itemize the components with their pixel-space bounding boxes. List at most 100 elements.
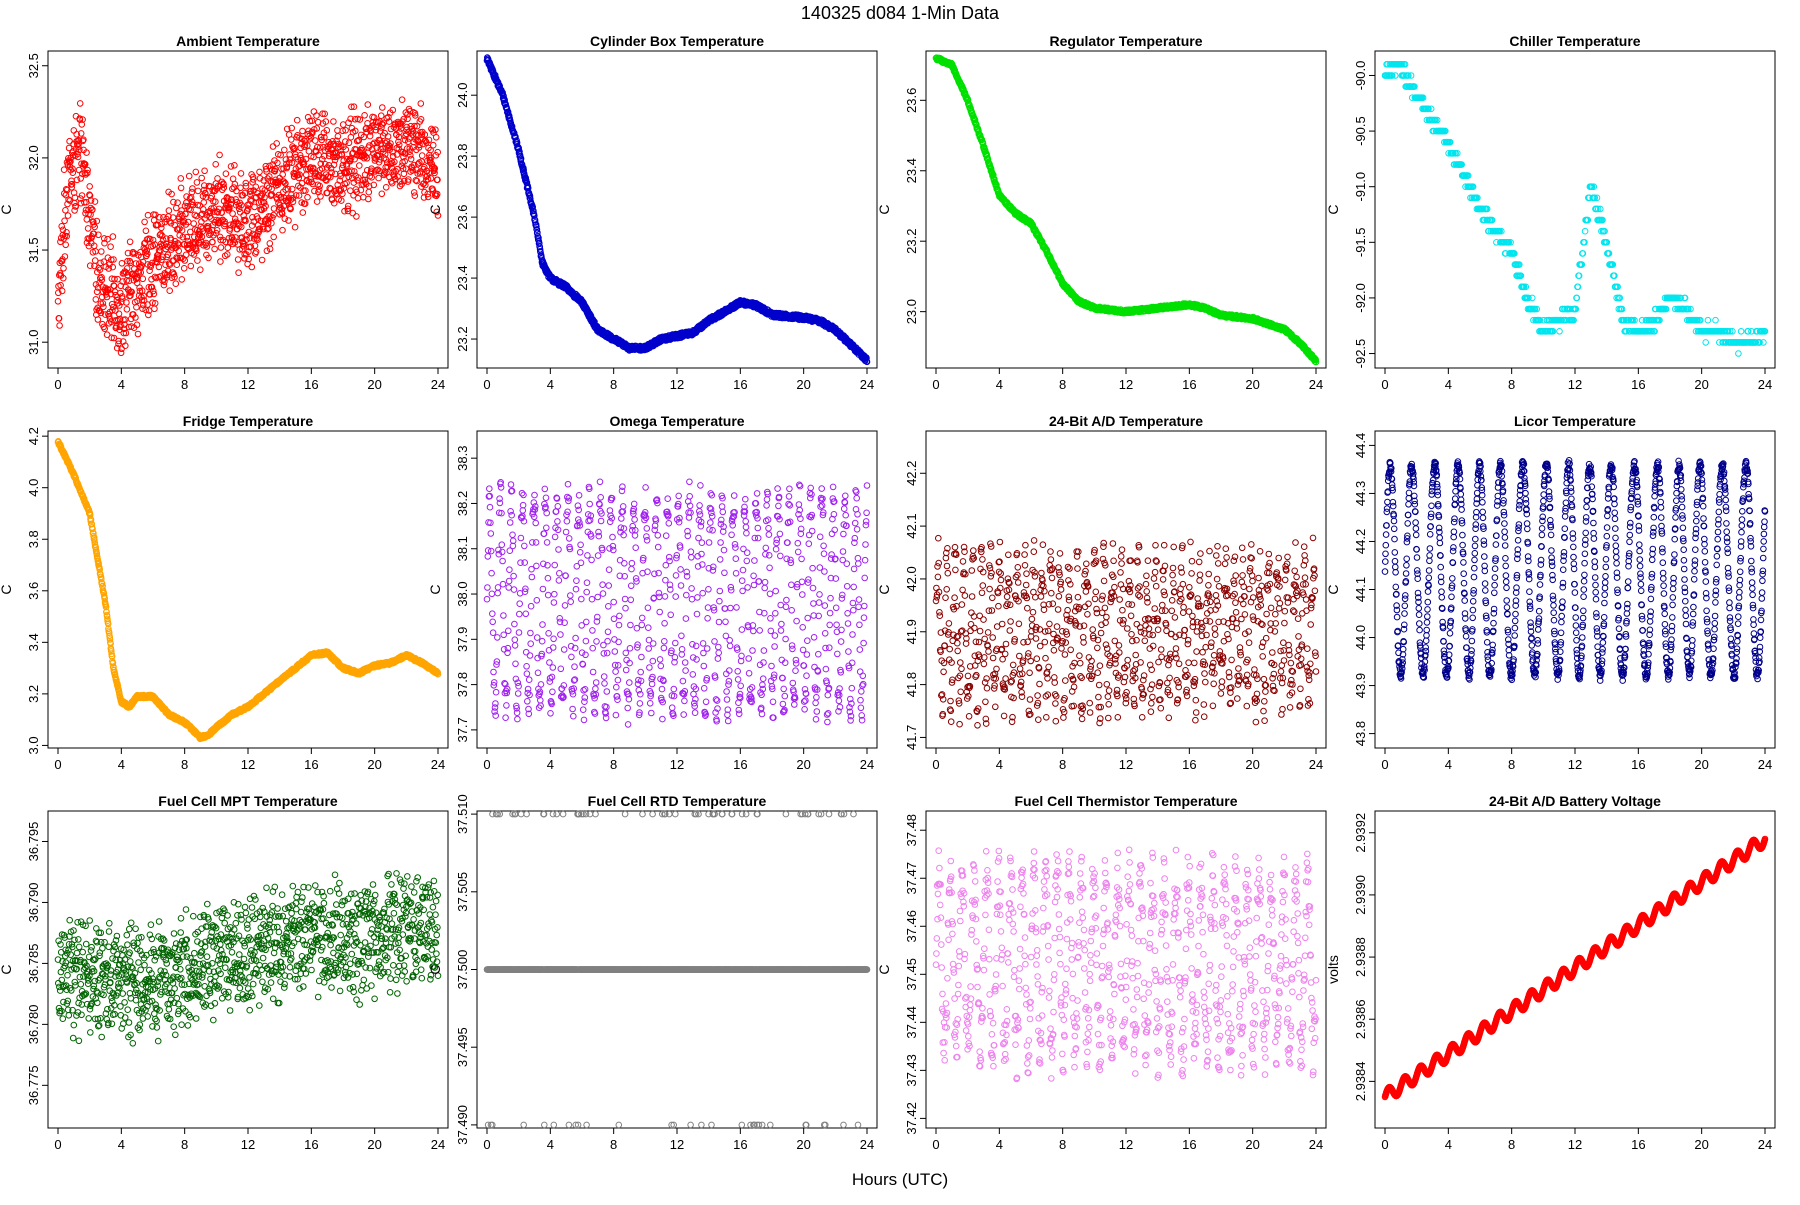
- x-tick-label: 0: [1381, 377, 1388, 392]
- x-tick-label: 4: [547, 377, 554, 392]
- x-tick-label: 8: [1059, 377, 1066, 392]
- data-point: [236, 270, 242, 276]
- x-tick-label: 20: [367, 377, 381, 392]
- data-point: [142, 219, 148, 225]
- data-point: [270, 144, 276, 150]
- data-point: [210, 239, 216, 245]
- data-point: [357, 163, 363, 169]
- x-tick-label: 16: [1182, 377, 1196, 392]
- x-tick-label: 4: [996, 377, 1003, 392]
- data-point: [379, 191, 385, 197]
- data-point: [237, 209, 243, 215]
- data-point: [1582, 228, 1588, 234]
- data-point: [124, 307, 130, 313]
- data-point: [59, 224, 65, 230]
- y-tick-label: 23.0: [904, 299, 919, 324]
- data-point: [143, 228, 149, 234]
- data-point: [73, 204, 79, 210]
- data-point: [62, 218, 68, 224]
- data-point: [408, 153, 414, 159]
- data-point: [218, 259, 224, 265]
- data-series: [933, 55, 1319, 365]
- data-point: [378, 113, 384, 119]
- x-tick-label: 16: [733, 377, 747, 392]
- data-point: [99, 249, 105, 255]
- data-series: [55, 97, 441, 356]
- data-point: [376, 175, 382, 181]
- y-tick-label: 31.0: [26, 330, 41, 355]
- x-tick-label: 4: [1445, 377, 1452, 392]
- y-tick-label: 23.2: [904, 229, 919, 254]
- data-point: [145, 212, 151, 218]
- data-point: [366, 189, 372, 195]
- y-tick-label: 23.8: [455, 144, 470, 169]
- x-tick-label: 8: [181, 377, 188, 392]
- x-axis-label: Hours (UTC): [852, 1170, 948, 1189]
- data-point: [218, 245, 224, 251]
- data-point: [199, 175, 205, 181]
- data-point: [249, 264, 255, 270]
- data-point: [433, 135, 439, 141]
- data-point: [288, 137, 294, 143]
- data-point: [350, 210, 356, 216]
- data-point: [335, 128, 341, 134]
- data-point: [94, 218, 100, 224]
- data-point: [267, 241, 273, 247]
- y-tick-label: 31.5: [26, 237, 41, 262]
- x-tick-label: 20: [796, 377, 810, 392]
- data-point: [181, 266, 187, 272]
- y-tick-label: 23.4: [455, 265, 470, 290]
- data-point: [179, 277, 185, 283]
- y-tick-label: -90.5: [1353, 116, 1368, 146]
- data-point: [355, 195, 361, 201]
- data-point: [292, 224, 298, 230]
- x-tick-label: 0: [932, 377, 939, 392]
- data-point: [93, 297, 99, 303]
- data-point: [204, 244, 210, 250]
- data-point: [312, 138, 318, 144]
- data-point: [232, 163, 238, 169]
- data-point: [167, 288, 173, 294]
- data-point: [223, 171, 229, 177]
- data-point: [271, 234, 277, 240]
- y-tick-label: 23.6: [455, 204, 470, 229]
- data-point: [58, 239, 64, 245]
- data-point: [67, 138, 73, 144]
- data-point: [303, 172, 309, 178]
- data-point: [346, 140, 352, 146]
- data-point: [61, 167, 67, 173]
- y-tick-label: -92.0: [1353, 283, 1368, 313]
- data-point: [119, 261, 125, 267]
- y-axis-label: C: [427, 204, 443, 214]
- x-tick-label: 20: [1694, 377, 1708, 392]
- data-point: [134, 304, 140, 310]
- x-tick-label: 8: [1508, 377, 1515, 392]
- data-point: [274, 141, 280, 147]
- x-tick-label: 16: [304, 377, 318, 392]
- data-point: [174, 205, 180, 211]
- data-point: [212, 246, 218, 252]
- x-tick-label: 0: [54, 377, 61, 392]
- data-point: [280, 172, 286, 178]
- data-point: [366, 196, 372, 202]
- x-tick-label: 4: [118, 377, 125, 392]
- data-point: [380, 105, 386, 111]
- y-axis-label: C: [876, 204, 892, 214]
- x-tick-label: 12: [1119, 377, 1133, 392]
- data-point: [317, 183, 323, 189]
- panel-title: Cylinder Box Temperature: [590, 33, 764, 49]
- data-point: [280, 227, 286, 233]
- data-point: [166, 208, 172, 214]
- data-point: [314, 199, 320, 205]
- x-tick-label: 24: [860, 377, 874, 392]
- data-point: [178, 185, 184, 191]
- data-point: [230, 176, 236, 182]
- data-point: [198, 267, 204, 273]
- data-point: [235, 257, 241, 263]
- data-point: [135, 331, 141, 337]
- data-point: [314, 113, 320, 119]
